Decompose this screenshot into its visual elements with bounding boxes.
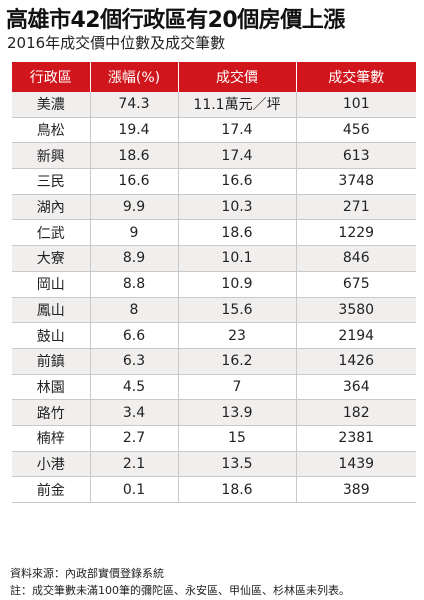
- cell-count: 3748: [296, 168, 416, 195]
- table-row: 湖內 9.9 10.3 271: [12, 194, 416, 221]
- cell-district: 新興: [12, 142, 91, 170]
- data-table: 行政區 漲幅(%) 成交價 成交筆數 美濃 74.3 11.1萬元／坪 101 鳥松 19…: [12, 62, 416, 503]
- cell-price: 16.6: [178, 168, 297, 195]
- cell-district: 小港: [12, 451, 91, 478]
- cell-count: 364: [296, 374, 416, 401]
- table-row: 三民 16.6 16.6 3748: [12, 168, 416, 195]
- cell-count: 846: [296, 245, 416, 272]
- column-header-rise: 漲幅(%): [90, 62, 179, 92]
- cell-price: 15: [178, 425, 297, 452]
- cell-count: 613: [296, 142, 416, 170]
- cell-district: 大寮: [12, 245, 91, 272]
- cell-rise: 74.3: [90, 92, 179, 118]
- cell-district: 美濃: [12, 92, 91, 118]
- cell-count: 271: [296, 194, 416, 221]
- column-header-district: 行政區: [12, 62, 91, 92]
- cell-count: 675: [296, 271, 416, 298]
- cell-district: 前鎮: [12, 348, 91, 375]
- table-row: 大寮 8.9 10.1 846: [12, 245, 416, 272]
- cell-price: 17.4: [178, 142, 297, 170]
- table-row: 林園 4.5 7 364: [12, 374, 416, 401]
- cell-rise: 9.9: [90, 194, 179, 221]
- cell-rise: 18.6: [90, 142, 179, 170]
- cell-count: 456: [296, 117, 416, 144]
- table-row: 小港 2.1 13.5 1439: [12, 451, 416, 478]
- table-header-row: 行政區 漲幅(%) 成交價 成交筆數: [12, 62, 416, 92]
- cell-rise: 2.7: [90, 425, 179, 452]
- cell-district: 鳳山: [12, 297, 91, 324]
- cell-district: 前金: [12, 476, 91, 503]
- cell-price: 10.3: [178, 194, 297, 221]
- chart-subtitle: 2016年成交價中位數及成交筆數: [7, 34, 226, 52]
- cell-district: 楠梓: [12, 425, 91, 452]
- cell-price: 10.1: [178, 245, 297, 272]
- cell-rise: 4.5: [90, 374, 179, 401]
- table-row: 岡山 8.8 10.9 675: [12, 271, 416, 298]
- cell-district: 林園: [12, 374, 91, 401]
- cell-district: 鼓山: [12, 322, 91, 349]
- cell-rise: 9: [90, 219, 179, 247]
- cell-price: 15.6: [178, 297, 297, 324]
- cell-count: 2381: [296, 425, 416, 452]
- cell-rise: 2.1: [90, 451, 179, 478]
- cell-price: 23: [178, 322, 297, 349]
- cell-count: 101: [296, 92, 416, 118]
- cell-price: 16.2: [178, 348, 297, 375]
- column-header-price: 成交價: [178, 62, 297, 92]
- cell-rise: 6.6: [90, 322, 179, 349]
- cell-rise: 0.1: [90, 476, 179, 503]
- cell-price: 10.9: [178, 271, 297, 298]
- cell-count: 182: [296, 399, 416, 426]
- cell-count: 1439: [296, 451, 416, 478]
- cell-district: 鳥松: [12, 117, 91, 144]
- table-row: 鼓山 6.6 23 2194: [12, 322, 416, 349]
- table-row: 前金 0.1 18.6 389: [12, 476, 416, 503]
- table-row: 鳥松 19.4 17.4 456: [12, 117, 416, 144]
- cell-rise: 19.4: [90, 117, 179, 144]
- cell-rise: 8.9: [90, 245, 179, 272]
- table-row: 新興 18.6 17.4 613: [12, 142, 416, 170]
- cell-district: 仁武: [12, 219, 91, 247]
- table-row: 鳳山 8 15.6 3580: [12, 297, 416, 324]
- cell-price: 13.5: [178, 451, 297, 478]
- table-row: 仁武 9 18.6 1229: [12, 219, 416, 247]
- table-row: 楠梓 2.7 15 2381: [12, 425, 416, 452]
- cell-rise: 3.4: [90, 399, 179, 426]
- cell-district: 三民: [12, 168, 91, 195]
- cell-rise: 8: [90, 297, 179, 324]
- column-header-count: 成交筆數: [296, 62, 416, 92]
- cell-count: 2194: [296, 322, 416, 349]
- cell-count: 1229: [296, 219, 416, 247]
- table-row: 路竹 3.4 13.9 182: [12, 399, 416, 426]
- cell-price: 7: [178, 374, 297, 401]
- source-note: 資料來源：內政部實價登錄系統: [10, 567, 164, 580]
- table-row: 前鎮 6.3 16.2 1426: [12, 348, 416, 375]
- cell-price: 18.6: [178, 476, 297, 503]
- table-row: 美濃 74.3 11.1萬元／坪 101: [12, 92, 416, 118]
- cell-count: 3580: [296, 297, 416, 324]
- cell-price: 11.1萬元／坪: [178, 92, 297, 118]
- cell-district: 路竹: [12, 399, 91, 426]
- table-body: 美濃 74.3 11.1萬元／坪 101 鳥松 19.4 17.4 456 新興 18.6 17.4…: [12, 92, 416, 503]
- cell-price: 13.9: [178, 399, 297, 426]
- cell-price: 18.6: [178, 219, 297, 247]
- cell-rise: 8.8: [90, 271, 179, 298]
- cell-rise: 6.3: [90, 348, 179, 375]
- cell-count: 389: [296, 476, 416, 503]
- chart-title: 高雄市42個行政區有20個房價上漲: [6, 8, 345, 33]
- cell-rise: 16.6: [90, 168, 179, 195]
- cell-district: 岡山: [12, 271, 91, 298]
- cell-count: 1426: [296, 348, 416, 375]
- cell-district: 湖內: [12, 194, 91, 221]
- cell-price: 17.4: [178, 117, 297, 144]
- footnote: 註：成交筆數未滿100筆的彌陀區、永安區、甲仙區、杉林區未列表。: [10, 584, 350, 597]
